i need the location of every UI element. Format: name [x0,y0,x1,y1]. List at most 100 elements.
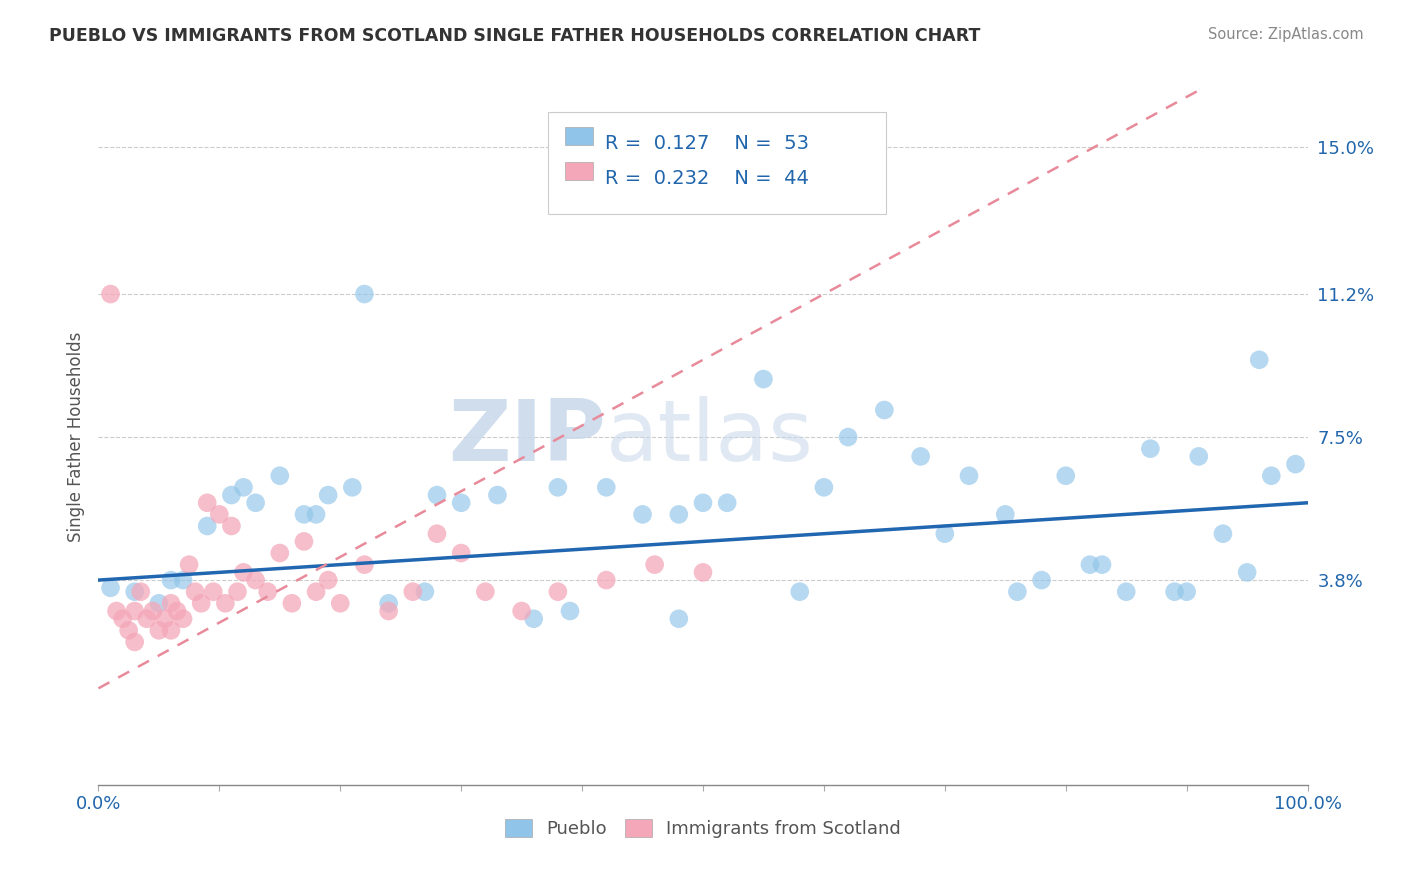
Point [269,468,291,483]
Point [813,480,835,494]
Point [595,573,617,587]
Point [245,496,267,510]
Point [1260,468,1282,483]
Point [172,612,194,626]
Point [789,584,811,599]
Point [129,584,152,599]
Point [160,624,183,638]
Point [142,604,165,618]
Point [105,604,128,618]
Point [232,566,254,580]
Point [1249,352,1271,367]
Point [232,480,254,494]
Point [1284,457,1306,471]
Point [450,546,472,560]
Point [1236,566,1258,580]
Point [752,372,775,386]
Point [934,526,956,541]
Point [281,596,304,610]
Text: PUEBLO VS IMMIGRANTS FROM SCOTLAND SINGLE FATHER HOUSEHOLDS CORRELATION CHART: PUEBLO VS IMMIGRANTS FROM SCOTLAND SINGL… [49,27,980,45]
Point [994,508,1017,522]
Point [329,596,352,610]
Point [486,488,509,502]
Point [413,584,436,599]
Point [292,534,315,549]
Text: R =  0.127    N =  53: R = 0.127 N = 53 [605,134,808,153]
Point [195,519,218,533]
Point [202,584,225,599]
Text: ZIP: ZIP [449,395,606,479]
Point [316,488,339,502]
Point [190,596,212,610]
Point [716,496,738,510]
Point [523,612,546,626]
Point [1212,526,1234,541]
Point [1188,450,1211,464]
Point [135,612,157,626]
Point [166,604,188,618]
Point [1031,573,1053,587]
Point [292,508,315,522]
Y-axis label: Single Father Households: Single Father Households [66,332,84,542]
Point [118,624,141,638]
Point [692,566,714,580]
Point [631,508,654,522]
Point [221,519,243,533]
Point [1163,584,1185,599]
Point [595,480,617,494]
Point [1054,468,1077,483]
Point [316,573,339,587]
Point [179,558,201,572]
Point [160,596,183,610]
Point [305,508,328,522]
Point [377,596,399,610]
Point [214,596,236,610]
Point [342,480,364,494]
Point [547,480,569,494]
Point [195,496,218,510]
Point [256,584,278,599]
Point [837,430,859,444]
Point [353,558,375,572]
Point [1091,558,1114,572]
Point [873,403,896,417]
Point [245,573,267,587]
Point [668,612,690,626]
Point [353,287,375,301]
Point [510,604,533,618]
Point [426,526,449,541]
Point [1139,442,1161,456]
Point [474,584,496,599]
Point [1115,584,1137,599]
Point [160,573,183,587]
Point [644,558,666,572]
Point [1175,584,1198,599]
Point [558,604,581,618]
Point [547,584,569,599]
Point [148,624,170,638]
Text: R =  0.232    N =  44: R = 0.232 N = 44 [605,169,808,188]
Point [402,584,425,599]
Point [269,546,291,560]
Point [910,450,932,464]
Point [426,488,449,502]
Point [148,596,170,610]
Point [305,584,328,599]
Point [377,604,399,618]
Point [111,612,134,626]
Text: Source: ZipAtlas.com: Source: ZipAtlas.com [1208,27,1364,42]
Point [124,604,146,618]
Point [668,508,690,522]
Point [100,287,122,301]
Point [184,584,207,599]
Text: atlas: atlas [606,395,814,479]
Point [208,508,231,522]
Point [124,635,146,649]
Point [124,584,146,599]
Point [100,581,122,595]
Point [1078,558,1101,572]
Point [1007,584,1029,599]
Point [153,612,176,626]
Point [172,573,194,587]
Point [450,496,472,510]
